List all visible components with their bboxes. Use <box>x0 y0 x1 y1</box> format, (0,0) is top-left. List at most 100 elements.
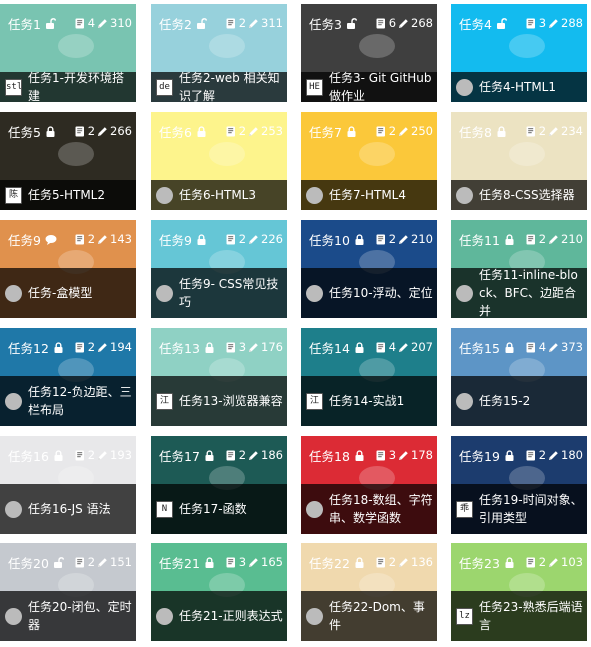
card-footer[interactable]: 任务-盒模型 <box>0 268 136 318</box>
avatar[interactable] <box>5 393 22 410</box>
task-card[interactable]: 任务7 2 250 任务7-HTML4 <box>301 112 437 210</box>
avatar[interactable] <box>456 393 473 410</box>
task-card[interactable]: 任务13 3 176 江任务13-浏览器兼容 <box>151 328 287 426</box>
avatar[interactable]: 乖 <box>456 501 473 518</box>
task-card[interactable]: 任务14 4 207 江任务14-实战1 <box>301 328 437 426</box>
card-footer[interactable]: 任务15-2 <box>451 376 587 426</box>
card-title[interactable]: 任务4-HTML1 <box>479 78 583 96</box>
avatar[interactable]: N <box>156 501 173 518</box>
card-title[interactable]: 任务9- CSS常见技巧 <box>179 275 283 311</box>
avatar[interactable] <box>456 187 473 204</box>
card-title[interactable]: 任务10-浮动、定位 <box>329 284 433 302</box>
avatar[interactable] <box>456 79 473 96</box>
card-title[interactable]: 任务7-HTML4 <box>329 186 433 204</box>
avatar[interactable] <box>5 285 22 302</box>
card-title[interactable]: 任务17-函数 <box>179 500 283 518</box>
edit-count: 311 <box>261 16 283 30</box>
task-card[interactable]: 任务3 6 268 HE 任务3- Git GitHub 做作业 <box>301 4 437 102</box>
card-title[interactable]: 任务23-熟悉后端语言 <box>479 598 583 634</box>
task-card[interactable]: 任务2 2 311 de 任务2-web 相关知识了解 <box>151 4 287 102</box>
book-icon <box>526 234 537 245</box>
avatar[interactable] <box>5 501 22 518</box>
card-footer[interactable]: stl 任务1-开发环境搭建 <box>0 72 136 102</box>
card-footer[interactable]: HE 任务3- Git GitHub 做作业 <box>301 72 437 102</box>
task-card[interactable]: 任务5 2 266 陈任务5-HTML2 <box>0 112 136 210</box>
task-card[interactable]: 任务12 2 194 任务12-负边距、三栏布局 <box>0 328 136 426</box>
task-card[interactable]: 任务9 2 143 任务-盒模型 <box>0 220 136 318</box>
avatar[interactable]: stl <box>5 79 22 96</box>
card-title[interactable]: 任务6-HTML3 <box>179 186 283 204</box>
card-title[interactable]: 任务-盒模型 <box>28 284 132 302</box>
card-footer[interactable]: 任务12-负边距、三栏布局 <box>0 376 136 426</box>
card-title[interactable]: 任务15-2 <box>479 392 583 410</box>
card-footer[interactable]: 任务9- CSS常见技巧 <box>151 268 287 318</box>
card-title[interactable]: 任务19-时间对象、引用类型 <box>479 491 583 527</box>
card-illustration <box>359 142 395 166</box>
avatar[interactable]: 陈 <box>5 187 22 204</box>
avatar[interactable]: lz <box>456 608 473 625</box>
avatar[interactable] <box>306 187 323 204</box>
card-footer[interactable]: 任务21-正则表达式 <box>151 591 287 641</box>
avatar[interactable] <box>156 187 173 204</box>
card-title[interactable]: 任务11-inline-block、BFC、边距合并 <box>479 266 583 318</box>
card-title[interactable]: 任务18-数组、字符串、数学函数 <box>329 491 433 527</box>
card-footer[interactable]: N 任务17-函数 <box>151 484 287 534</box>
card-title[interactable]: 任务16-JS 语法 <box>28 500 132 518</box>
task-card[interactable]: 任务15 4 373 任务15-2 <box>451 328 587 426</box>
card-title[interactable]: 任务20-闭包、定时器 <box>28 598 132 634</box>
task-card[interactable]: 任务21 3 165 任务21-正则表达式 <box>151 543 287 641</box>
card-footer[interactable]: 任务8-CSS选择器 <box>451 180 587 210</box>
card-footer[interactable]: 任务18-数组、字符串、数学函数 <box>301 484 437 534</box>
task-card[interactable]: 任务20 2 151 任务20-闭包、定时器 <box>0 543 136 641</box>
card-footer[interactable]: 陈任务5-HTML2 <box>0 180 136 210</box>
card-title[interactable]: 任务1-开发环境搭建 <box>28 69 132 102</box>
task-card[interactable]: 任务22 2 136 任务22-Dom、事件 <box>301 543 437 641</box>
task-card[interactable]: 任务4 3 288 任务4-HTML1 <box>451 4 587 102</box>
avatar[interactable]: HE <box>306 79 323 96</box>
card-footer[interactable]: 任务11-inline-block、BFC、边距合并 <box>451 268 587 318</box>
card-title[interactable]: 任务22-Dom、事件 <box>329 598 433 634</box>
card-footer[interactable]: lz 任务23-熟悉后端语言 <box>451 591 587 641</box>
card-title[interactable]: 任务5-HTML2 <box>28 186 132 204</box>
card-title[interactable]: 任务13-浏览器兼容 <box>179 392 283 410</box>
avatar[interactable]: 江 <box>156 393 173 410</box>
task-card[interactable]: 任务9 2 226 任务9- CSS常见技巧 <box>151 220 287 318</box>
card-footer[interactable]: 任务4-HTML1 <box>451 72 587 102</box>
avatar[interactable] <box>306 501 323 518</box>
avatar[interactable]: 江 <box>306 393 323 410</box>
task-card[interactable]: 任务8 2 234 任务8-CSS选择器 <box>451 112 587 210</box>
task-card[interactable]: 任务16 2 193 任务16-JS 语法 <box>0 436 136 534</box>
avatar[interactable] <box>156 285 173 302</box>
card-title[interactable]: 任务12-负边距、三栏布局 <box>28 383 132 419</box>
avatar[interactable] <box>306 608 323 625</box>
card-footer[interactable]: 任务6-HTML3 <box>151 180 287 210</box>
avatar[interactable] <box>5 608 22 625</box>
task-card[interactable]: 任务1 4 310 stl 任务1-开发环境搭建 <box>0 4 136 102</box>
card-title[interactable]: 任务8-CSS选择器 <box>479 186 583 204</box>
avatar[interactable] <box>456 285 473 302</box>
card-title[interactable]: 任务3- Git GitHub 做作业 <box>329 69 433 102</box>
task-card[interactable]: 任务17 2 186 N 任务17-函数 <box>151 436 287 534</box>
card-footer[interactable]: 江任务13-浏览器兼容 <box>151 376 287 426</box>
card-footer[interactable]: 任务10-浮动、定位 <box>301 268 437 318</box>
task-card[interactable]: 任务11 2 210 任务11-inline-block、BFC、边距合并 <box>451 220 587 318</box>
card-footer[interactable]: 乖任务19-时间对象、引用类型 <box>451 484 587 534</box>
avatar[interactable]: de <box>156 79 173 96</box>
task-card[interactable]: 任务10 2 210 任务10-浮动、定位 <box>301 220 437 318</box>
card-footer[interactable]: 任务20-闭包、定时器 <box>0 591 136 641</box>
card-title[interactable]: 任务2-web 相关知识了解 <box>179 69 283 102</box>
card-title[interactable]: 任务21-正则表达式 <box>179 607 283 625</box>
card-footer[interactable]: 任务22-Dom、事件 <box>301 591 437 641</box>
card-footer[interactable]: de 任务2-web 相关知识了解 <box>151 72 287 102</box>
avatar[interactable] <box>156 608 173 625</box>
card-title[interactable]: 任务14-实战1 <box>329 392 433 410</box>
task-card[interactable]: 任务23 2 103 lz 任务23-熟悉后端语言 <box>451 543 587 641</box>
card-footer[interactable]: 江任务14-实战1 <box>301 376 437 426</box>
task-card[interactable]: 任务18 3 178 任务18-数组、字符串、数学函数 <box>301 436 437 534</box>
card-footer[interactable]: 任务7-HTML4 <box>301 180 437 210</box>
task-card[interactable]: 任务6 2 253 任务6-HTML3 <box>151 112 287 210</box>
card-footer[interactable]: 任务16-JS 语法 <box>0 484 136 534</box>
card-name: 任务18 <box>309 446 350 465</box>
avatar[interactable] <box>306 285 323 302</box>
task-card[interactable]: 任务19 2 180 乖任务19-时间对象、引用类型 <box>451 436 587 534</box>
